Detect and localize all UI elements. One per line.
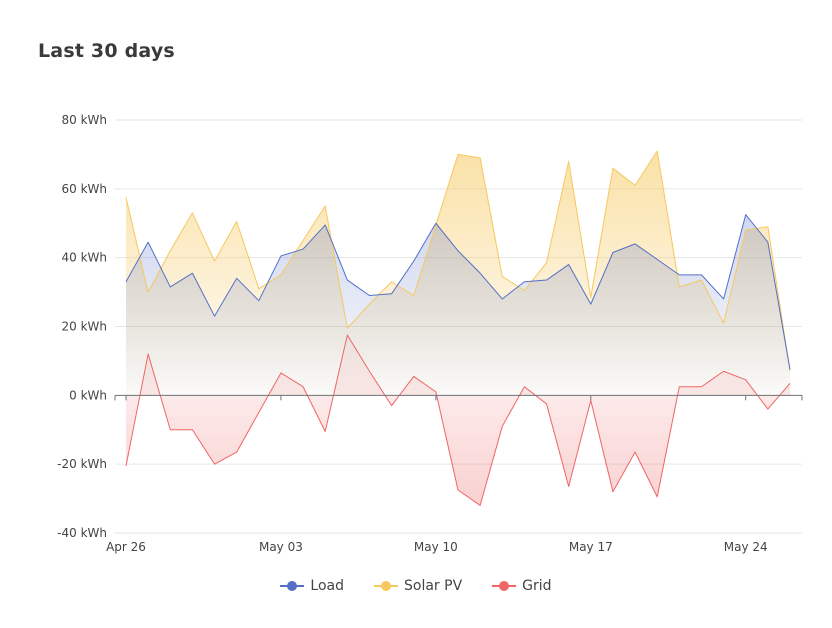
axes: 80 kWh 60 kWh 40 kWh 20 kWh 0 kWh -20 kWh -40 …: [57, 113, 803, 554]
legend-item-solar-pv[interactable]: Solar PV: [374, 578, 462, 594]
x-tick-label: May 10: [414, 540, 458, 554]
grid-marker-icon: [492, 580, 517, 592]
load-line: [125, 214, 791, 370]
x-tick-label: May 24: [724, 540, 768, 554]
y-tick-label: 20 kWh: [61, 320, 107, 334]
grid-area: [126, 335, 790, 506]
grid-line: [125, 334, 791, 506]
legend-label-load: Load: [310, 578, 345, 594]
y-tick-label: -20 kWh: [57, 457, 107, 471]
load-marker-icon: [280, 580, 305, 592]
y-tick-label: 0 kWh: [69, 388, 107, 402]
solar-pv-line: [125, 150, 791, 372]
solar-marker-icon: [374, 580, 399, 592]
legend-item-load[interactable]: Load: [280, 578, 344, 594]
y-tick-label: -40 kWh: [57, 526, 107, 540]
energy-chart: 80 kWh 60 kWh 40 kWh 20 kWh 0 kWh -20 kWh -40 …: [57, 113, 803, 554]
x-tick-label: May 17: [569, 540, 613, 554]
y-tick-label: 60 kWh: [61, 182, 107, 196]
y-tick-label: 40 kWh: [61, 251, 107, 265]
chart-title: Last 30 days: [38, 40, 175, 62]
legend-item-grid[interactable]: Grid: [492, 578, 552, 594]
y-tick-label: 80 kWh: [61, 113, 107, 127]
x-tick-label: Apr 26: [106, 540, 146, 554]
load-area: [126, 214, 790, 396]
legend: Load Solar PV Grid: [0, 578, 832, 594]
series-lines: [125, 150, 791, 506]
legend-label-grid: Grid: [522, 578, 552, 594]
series-areas: [126, 150, 790, 506]
x-tick-label: May 03: [259, 540, 303, 554]
legend-label-solar-pv: Solar PV: [404, 578, 463, 594]
